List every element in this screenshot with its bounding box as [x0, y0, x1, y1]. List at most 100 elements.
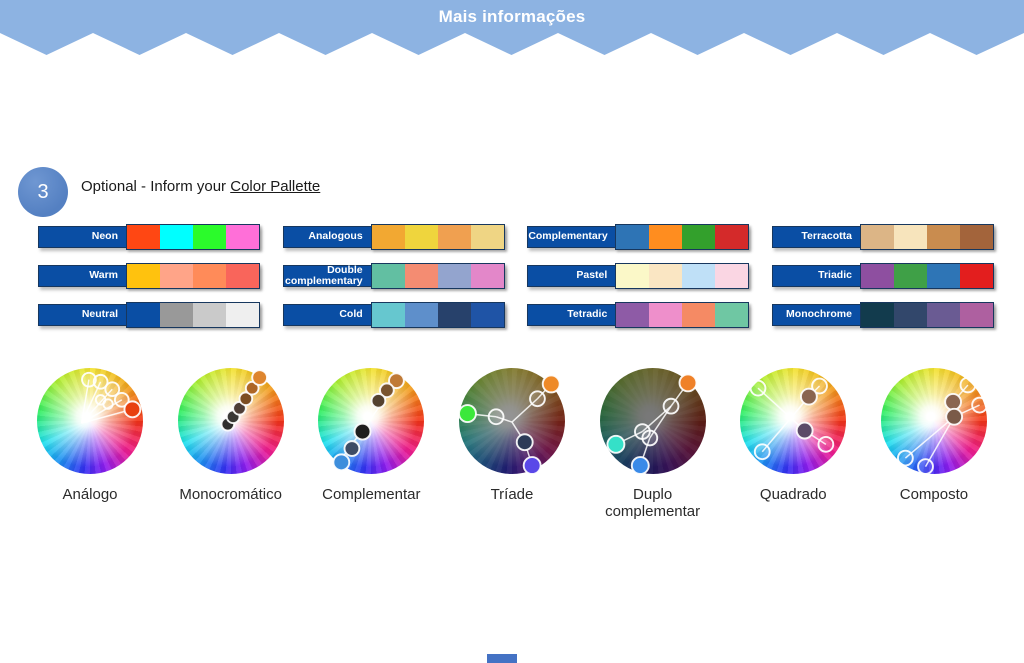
palette-label: Monochrome — [786, 308, 852, 321]
palette-label: Neutral — [81, 308, 118, 321]
swatch-strip — [370, 224, 505, 250]
palette-bar-cold[interactable]: Cold — [282, 302, 505, 328]
color-swatch[interactable] — [470, 225, 504, 249]
color-swatch[interactable] — [470, 264, 504, 288]
palette-label: Neon — [91, 230, 118, 243]
color-swatch[interactable] — [371, 225, 405, 249]
color-swatch[interactable] — [193, 225, 226, 249]
color-swatch[interactable] — [470, 303, 504, 327]
wheel-graphic — [318, 368, 425, 474]
color-swatch[interactable] — [649, 303, 683, 327]
palette-label: Cold — [339, 308, 363, 321]
color-swatch[interactable] — [715, 303, 749, 327]
color-swatch[interactable] — [715, 264, 749, 288]
color-swatch[interactable] — [715, 225, 749, 249]
wheel-label: Composto — [899, 486, 969, 503]
color-swatch[interactable] — [893, 303, 927, 327]
wheel-graphic — [177, 368, 284, 474]
palette-bar-analogous[interactable]: Analogous — [282, 224, 505, 250]
color-swatch[interactable] — [616, 225, 650, 249]
color-swatch[interactable] — [226, 303, 259, 327]
color-swatch[interactable] — [226, 264, 259, 288]
palette-label: Tetradic — [567, 308, 608, 321]
swatch-strip — [126, 302, 260, 328]
color-wheel-composto[interactable]: Composto — [868, 368, 1000, 521]
palette-bar-neon[interactable]: Neon — [38, 224, 260, 250]
color-swatch[interactable] — [682, 264, 716, 288]
color-swatch[interactable] — [160, 264, 193, 288]
color-wheel-duplo-complementar[interactable]: Duplo complementar — [587, 368, 719, 521]
palette-label: Complementary — [528, 230, 608, 243]
palette-label: Pastel — [576, 269, 608, 282]
swatch-strip — [126, 224, 260, 250]
color-swatch[interactable] — [682, 303, 716, 327]
color-swatch[interactable] — [127, 264, 160, 288]
wheel-handles — [749, 377, 835, 461]
color-swatch[interactable] — [682, 225, 716, 249]
palette-label: Triadic — [818, 269, 852, 282]
color-swatch[interactable] — [404, 225, 438, 249]
palette-label: Analogous — [308, 230, 363, 243]
color-swatch[interactable] — [127, 225, 160, 249]
wheel-label: Quadrado — [759, 486, 827, 503]
palette-grid: Neon Analogous Complementary Terracotta Warm… — [38, 224, 994, 328]
swatch-strip — [859, 263, 994, 289]
color-swatch[interactable] — [893, 225, 927, 249]
color-swatch[interactable] — [959, 225, 993, 249]
color-swatch[interactable] — [616, 264, 650, 288]
color-palette-link[interactable]: Color Pallette — [230, 178, 321, 195]
palette-bar-triadic[interactable]: Triadic — [771, 263, 994, 289]
color-swatch[interactable] — [616, 303, 650, 327]
color-wheel-triade[interactable]: Tríade — [446, 368, 578, 521]
color-swatch[interactable] — [371, 303, 405, 327]
color-swatch[interactable] — [437, 264, 471, 288]
color-swatch[interactable] — [160, 225, 193, 249]
color-swatch[interactable] — [127, 303, 160, 327]
swatch-strip — [615, 302, 750, 328]
color-swatch[interactable] — [649, 264, 683, 288]
color-wheel-complementar[interactable]: Complementar — [305, 368, 437, 521]
wheel-handles — [896, 376, 987, 474]
color-swatch[interactable] — [860, 225, 894, 249]
header-banner: Mais informações — [0, 0, 1024, 33]
color-swatch[interactable] — [193, 264, 226, 288]
color-swatch[interactable] — [959, 303, 993, 327]
color-swatch[interactable] — [893, 264, 927, 288]
palette-bar-pastel[interactable]: Pastel — [527, 263, 750, 289]
wheel-graphic — [880, 368, 987, 474]
color-wheel-quadrado[interactable]: Quadrado — [727, 368, 859, 521]
wheel-label: Tríade — [490, 486, 534, 503]
color-swatch[interactable] — [226, 225, 259, 249]
swatch-strip — [859, 302, 994, 328]
wheel-graphic — [37, 368, 143, 474]
wheel-graphic — [599, 368, 706, 474]
color-swatch[interactable] — [649, 225, 683, 249]
color-swatch[interactable] — [404, 303, 438, 327]
step-number: 3 — [37, 180, 49, 203]
color-swatch[interactable] — [404, 264, 438, 288]
palette-bar-complementary[interactable]: Complementary — [527, 224, 750, 250]
color-swatch[interactable] — [959, 264, 993, 288]
color-swatch[interactable] — [193, 303, 226, 327]
color-swatch[interactable] — [437, 303, 471, 327]
color-swatch[interactable] — [926, 264, 960, 288]
color-swatch[interactable] — [926, 303, 960, 327]
color-swatch[interactable] — [437, 225, 471, 249]
palette-bar-neutral[interactable]: Neutral — [38, 302, 260, 328]
palette-bar-double-complementary[interactable]: Double complementary — [282, 263, 505, 289]
color-swatch[interactable] — [160, 303, 193, 327]
palette-bar-warm[interactable]: Warm — [38, 263, 260, 289]
palette-bar-terracotta[interactable]: Terracotta — [771, 224, 994, 250]
swatch-strip — [615, 263, 750, 289]
wheel-handles — [606, 373, 698, 474]
palette-bar-monochrome[interactable]: Monochrome — [771, 302, 994, 328]
color-swatch[interactable] — [860, 264, 894, 288]
color-swatch[interactable] — [860, 303, 894, 327]
color-swatch[interactable] — [371, 264, 405, 288]
wheel-graphic — [740, 368, 847, 474]
color-swatch[interactable] — [926, 225, 960, 249]
color-wheel-analogo[interactable]: Análogo — [24, 368, 156, 521]
palette-bar-tetradic[interactable]: Tetradic — [527, 302, 750, 328]
color-wheel-monocromatico[interactable]: Monocromático — [165, 368, 297, 521]
palette-label: Terracotta — [801, 230, 852, 243]
